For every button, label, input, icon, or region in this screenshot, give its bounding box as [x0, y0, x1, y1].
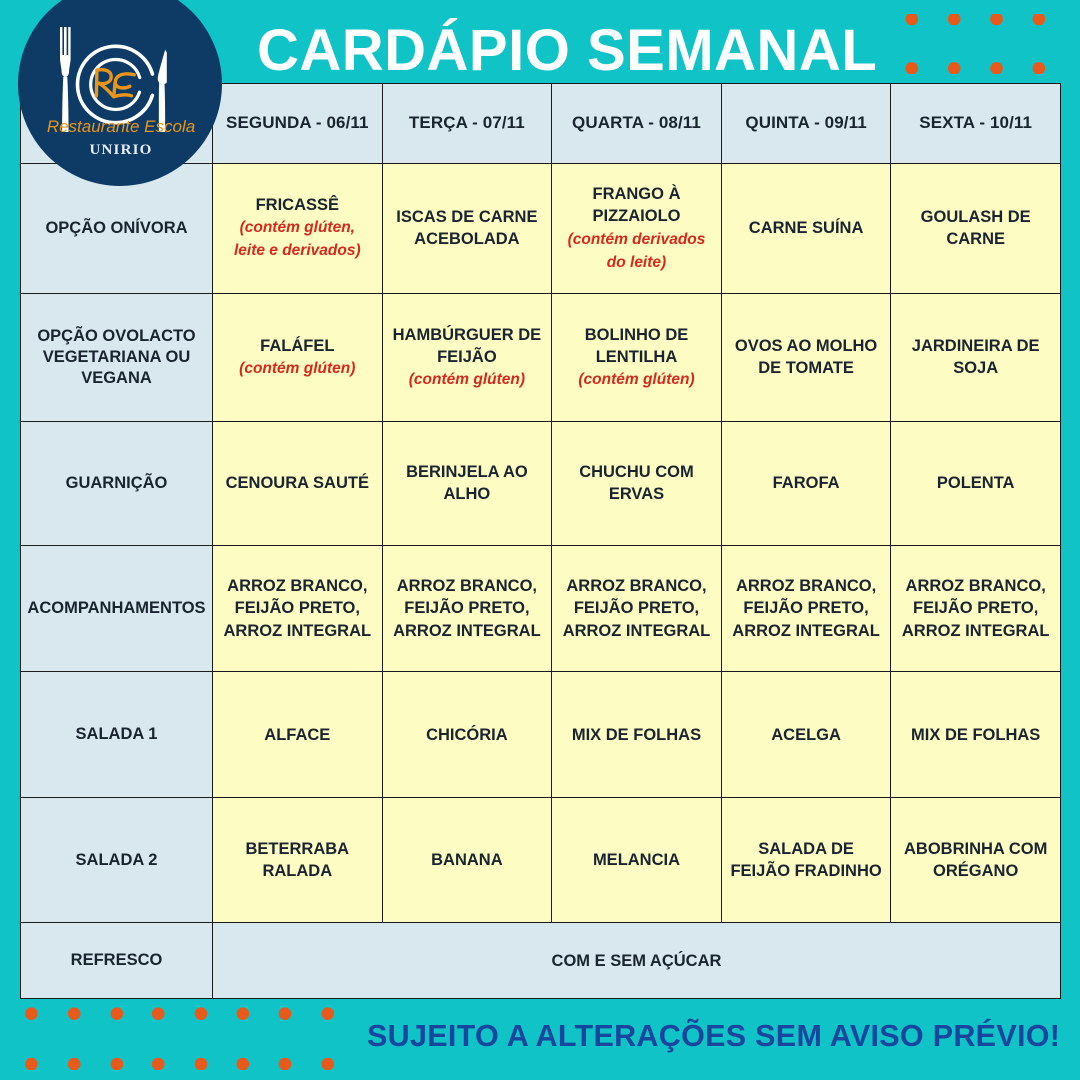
- svg-text:Restaurante Escola: Restaurante Escola: [47, 117, 195, 136]
- svg-text:UNIRIO: UNIRIO: [89, 142, 152, 158]
